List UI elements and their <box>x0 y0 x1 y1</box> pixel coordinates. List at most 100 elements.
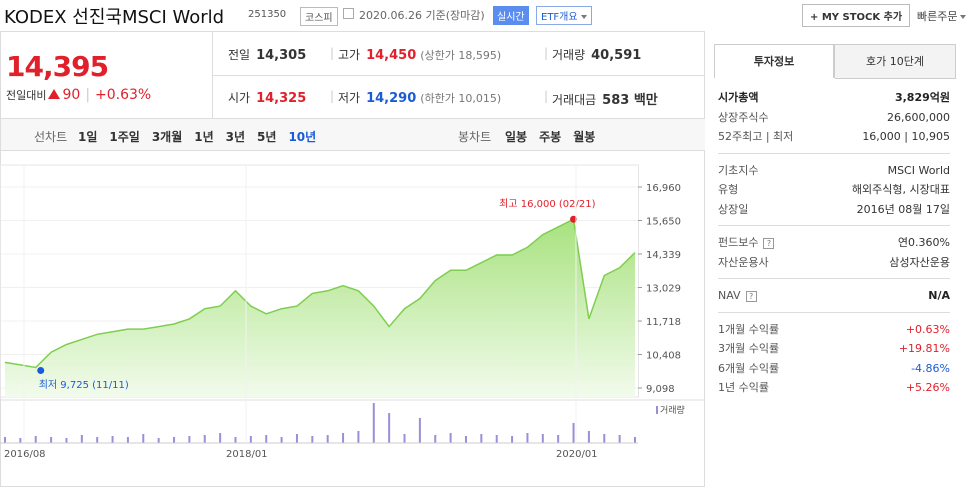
divider: | <box>330 89 335 103</box>
volume-bar <box>526 433 529 443</box>
info-value: +19.81% <box>898 342 950 355</box>
candle-tab[interactable]: 주봉 <box>539 130 562 144</box>
volume-bar <box>19 438 22 443</box>
info-row: 6개월 수익률 -4.86% <box>718 359 950 379</box>
period-tab[interactable]: 1주일 <box>109 130 140 144</box>
info-row: 유형 해외주식형, 시장대표 <box>718 180 950 200</box>
divider <box>213 75 705 76</box>
summary-note: (상한가 18,595) <box>420 49 502 62</box>
info-label: 6개월 수익률 <box>718 359 779 379</box>
tab[interactable]: 호가 10단계 <box>834 44 956 79</box>
separator <box>718 278 950 279</box>
summary-label: 전일 <box>228 48 251 62</box>
stock-title: KODEX 선진국MSCI World <box>4 7 225 28</box>
quick-order[interactable]: 빠른주문 <box>917 8 966 24</box>
info-value: 2016년 08월 17일 <box>856 202 950 216</box>
info-value: 16,000 | 10,905 <box>862 130 950 143</box>
low-dot <box>37 366 45 374</box>
volume-bar <box>50 437 53 443</box>
summary-label: 시가 <box>228 91 251 105</box>
info-value: N/A <box>928 289 950 302</box>
info-value: +5.26% <box>905 381 950 394</box>
change: 90 <box>62 87 81 103</box>
period-tab[interactable]: 5년 <box>257 130 277 144</box>
summary-label: 거래대금 <box>552 93 597 107</box>
candle-tab[interactable]: 일봉 <box>505 130 528 144</box>
divider: | <box>544 46 549 60</box>
summary-value: 583 백만 <box>602 93 658 108</box>
summary-cell: | 거래량 40,591 <box>544 46 641 63</box>
summary-cell: | 저가 14,290 (하한가 10,015) <box>330 89 502 106</box>
period-tab[interactable]: 3년 <box>225 130 246 144</box>
high-label: 최고 16,000 (02/21) <box>499 198 595 210</box>
x-tick-label: 2016/08 <box>4 449 46 460</box>
info-label-text: 1개월 수익률 <box>718 322 780 336</box>
caret <box>580 15 587 19</box>
info-label-text: 기초지수 <box>718 163 759 177</box>
volume-bar <box>541 434 544 443</box>
realtime-badge[interactable]: 실시간 <box>493 6 529 25</box>
period-tab[interactable]: 1일 <box>78 130 98 144</box>
help-icon: ? <box>745 290 757 302</box>
info-label-text: 3개월 수익률 <box>718 342 780 355</box>
volume-bar <box>4 437 6 443</box>
volume-bar <box>464 436 467 443</box>
period-tab[interactable]: 1년 <box>194 130 214 144</box>
volume-bar <box>111 436 114 443</box>
period-tab[interactable]: 10년 <box>288 130 317 144</box>
y-tick-label: 16,960 <box>646 183 681 194</box>
info-label-text: 1년 수익률 <box>718 381 769 394</box>
summary-note: (하한가 10,015) <box>420 92 502 105</box>
volume-bar <box>603 434 606 443</box>
high-dot <box>570 215 578 223</box>
summary-value: 14,290 <box>366 91 417 106</box>
volume-bar <box>249 436 252 443</box>
info-row: 상장주식수 26,600,000 <box>718 108 950 128</box>
period-tab[interactable]: 3개월 <box>151 130 183 144</box>
help-icon: ? <box>763 237 775 249</box>
price-line <box>4 218 636 369</box>
tab-active[interactable]: 투자정보 <box>714 44 834 79</box>
info-value: 26,600,000 <box>887 110 950 124</box>
info-label-text: 자산운용사 <box>718 255 769 269</box>
etf-button[interactable]: ETF개요 <box>536 6 592 25</box>
info-row: 1개월 수익률 +0.63% <box>718 320 950 340</box>
price-area <box>5 219 635 397</box>
info-label: 52주최고 | 최저 <box>718 127 793 147</box>
info-label: 시가총액 <box>718 88 758 108</box>
volume-bar <box>142 434 145 443</box>
volume-bar <box>280 437 283 443</box>
volume-bar <box>311 436 314 443</box>
my-stock-button[interactable]: + MY STOCK 추가 <box>802 4 911 27</box>
tab-label: 선차트 <box>34 130 68 144</box>
divider <box>212 31 213 118</box>
info-row: 기초지수 MSCI World <box>718 161 950 181</box>
calendar-icon <box>343 8 354 19</box>
info-label: 유형 <box>718 180 738 200</box>
tab-bar <box>1 118 705 151</box>
volume-bar <box>357 431 360 443</box>
info-label-text: 시가총액 <box>718 91 759 104</box>
market-badge: 코스피 <box>300 7 338 26</box>
volume-bar <box>572 423 575 443</box>
info-label-text: 상장일 <box>718 202 749 216</box>
summary-label: 거래량 <box>552 48 586 62</box>
info-value: -4.86% <box>911 361 950 375</box>
info-value: 해외주식형, 시장대표 <box>851 183 950 196</box>
volume-bar <box>634 437 636 443</box>
y-tick-label: 14,339 <box>646 250 681 261</box>
y-tick-label: 10,408 <box>646 351 681 362</box>
info-row: 52주최고 | 최저 16,000 | 10,905 <box>718 127 950 147</box>
change-label: 전일대비 <box>6 89 47 102</box>
volume-bar <box>418 418 421 443</box>
volume-bar <box>295 434 298 443</box>
info-row: 자산운용사 삼성자산운용 <box>718 253 950 273</box>
summary-cell: 전일 14,305 <box>228 46 306 63</box>
change-rate: +0.63% <box>95 87 152 103</box>
up-arrow <box>48 89 61 99</box>
candle-tab[interactable]: 월봉 <box>573 130 596 144</box>
summary-label: 저가 <box>338 91 361 105</box>
summary-cell: 시가 14,325 <box>228 89 306 106</box>
info-value: +0.63% <box>905 322 950 336</box>
info-label: 1년 수익률 <box>718 378 769 398</box>
